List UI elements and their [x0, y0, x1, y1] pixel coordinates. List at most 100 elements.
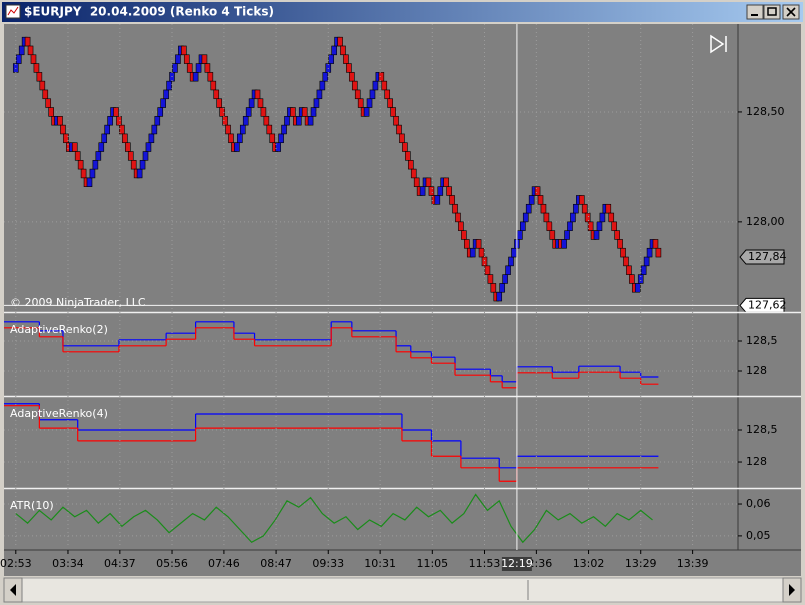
restore-glyph	[767, 7, 777, 16]
up-brick	[234, 142, 240, 152]
up-brick	[328, 54, 335, 64]
y-tick-label: 128	[746, 455, 767, 468]
minimize-button[interactable]	[746, 4, 764, 20]
y-tick-label: 128,5	[746, 334, 778, 347]
up-brick	[319, 80, 326, 91]
x-tick-label: 04:37	[104, 557, 136, 570]
restore-button[interactable]	[763, 4, 781, 20]
y-tick-label: 0,06	[746, 497, 771, 510]
up-brick	[192, 72, 199, 82]
down-brick	[620, 247, 626, 258]
down-brick	[48, 107, 54, 117]
up-brick	[528, 195, 535, 205]
x-tick-label: 09:33	[312, 557, 344, 570]
down-brick	[623, 256, 629, 267]
x-tick-label: 13:02	[573, 557, 605, 570]
up-brick	[331, 45, 337, 56]
down-brick	[384, 89, 391, 100]
down-brick	[578, 195, 585, 205]
down-brick	[210, 80, 217, 91]
up-brick	[95, 151, 102, 161]
down-brick	[605, 203, 612, 214]
window-title: $EURJPY 20.04.2009 (Renko 4 Ticks)	[24, 5, 274, 19]
up-brick	[573, 203, 579, 214]
down-brick	[201, 54, 208, 64]
down-brick	[484, 265, 491, 275]
down-brick	[27, 45, 34, 56]
down-brick	[36, 72, 43, 82]
up-brick	[522, 212, 529, 223]
up-brick	[372, 80, 379, 91]
down-brick	[228, 133, 234, 144]
cursor-time-label: 12:19	[501, 557, 533, 570]
up-brick	[142, 151, 149, 161]
up-brick	[148, 133, 155, 144]
up-brick	[505, 265, 511, 275]
down-brick	[354, 89, 361, 100]
up-brick	[316, 89, 323, 100]
down-brick	[349, 72, 355, 82]
panel-label: AdaptiveRenko(2)	[10, 323, 108, 336]
down-brick	[119, 124, 125, 135]
down-brick	[534, 186, 541, 196]
x-tick-label: 10:31	[364, 557, 396, 570]
down-brick	[127, 151, 134, 161]
scrollbar[interactable]	[3, 577, 802, 603]
down-brick	[478, 247, 485, 258]
down-brick	[351, 80, 358, 91]
up-brick	[242, 116, 249, 126]
panel	[4, 36, 738, 302]
up-brick	[175, 54, 181, 64]
down-brick	[396, 124, 402, 135]
up-brick	[278, 133, 284, 144]
x-tick-label: 11:05	[416, 557, 448, 570]
y-tick-label: 128,00	[746, 215, 785, 228]
down-brick	[464, 239, 470, 249]
down-brick	[57, 116, 63, 126]
up-brick	[284, 116, 290, 126]
up-brick	[245, 107, 252, 117]
down-brick	[455, 212, 461, 223]
up-brick	[496, 291, 503, 302]
up-brick	[434, 195, 441, 205]
up-brick	[517, 230, 523, 240]
scroll-end-icon[interactable]	[710, 34, 727, 54]
down-brick	[225, 124, 231, 135]
down-brick	[257, 98, 264, 108]
down-brick	[655, 247, 662, 258]
up-brick	[419, 186, 426, 196]
chart-area	[4, 24, 801, 576]
up-brick	[18, 45, 25, 56]
cursor-price-label: 127,62	[748, 298, 787, 311]
down-brick	[301, 107, 308, 117]
up-brick	[248, 98, 255, 108]
up-brick	[437, 186, 444, 196]
window-buttons[interactable]	[746, 4, 800, 20]
down-brick	[113, 107, 119, 117]
up-brick	[508, 256, 514, 267]
down-brick	[290, 107, 296, 117]
down-brick	[266, 124, 273, 135]
down-brick	[260, 107, 267, 117]
panel	[4, 403, 738, 482]
down-brick	[343, 54, 349, 64]
down-brick	[130, 160, 137, 170]
down-brick	[186, 63, 193, 73]
up-brick	[525, 203, 532, 214]
x-tick-label: 08:47	[260, 557, 292, 570]
up-brick	[307, 116, 314, 126]
down-brick	[443, 177, 449, 187]
down-brick	[378, 72, 385, 82]
down-brick	[204, 63, 211, 73]
down-brick	[337, 36, 343, 47]
down-brick	[116, 116, 122, 126]
down-brick	[39, 80, 46, 91]
down-brick	[449, 195, 455, 205]
down-brick	[405, 151, 411, 161]
up-brick	[469, 247, 476, 258]
last-price-marker	[739, 249, 785, 265]
down-brick	[254, 89, 261, 100]
down-brick	[33, 63, 40, 73]
plots: 128,00 128,50 © 2009 NinjaTrader, LLC 127,8…	[0, 24, 801, 571]
